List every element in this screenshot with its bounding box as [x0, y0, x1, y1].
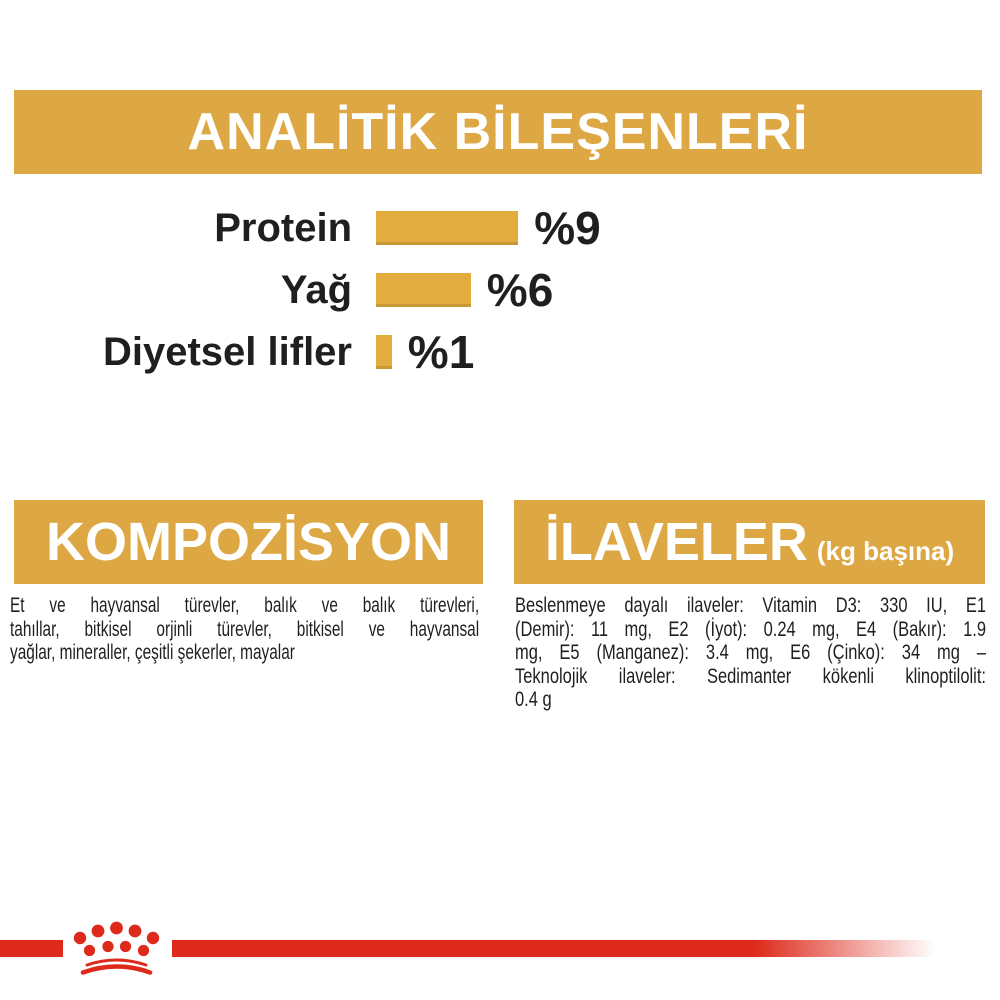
ilaveler-title: İLAVELER	[544, 512, 808, 572]
ilaveler-title-row: İLAVELER (kg başına)	[545, 511, 954, 573]
ilaveler-text-line: Teknolojik ilaveler: Sedimanter kökenli …	[515, 664, 986, 688]
chart-bar	[376, 273, 471, 307]
chart-value-label: %9	[534, 202, 601, 254]
chart-bar	[376, 335, 392, 369]
ilaveler-text-line: (Demir): 11 mg, E2 (İyot): 0.24 mg, E4 (…	[515, 617, 986, 641]
chart-value-label: %6	[486, 264, 554, 316]
kompozisyon-text-line: yağlar, mineraller, çeşitli şekerler, ma…	[10, 641, 295, 665]
royal-canin-crown-icon	[73, 921, 160, 975]
chart-row-diyetsel-lifler: Diyetsel lifler %1	[0, 326, 1000, 378]
ilaveler-text-line: mg, E5 (Manganez): 3.4 mg, E6 (Çinko): 3…	[515, 641, 986, 665]
chart-row-yag: Yağ %6	[0, 264, 1000, 316]
ilaveler-text-line: Beslenmeye dayalı ilaveler: Vitamin D3: …	[515, 594, 986, 617]
kompozisyon-text-line: tahıllar, bitkisel orjinli türevler, bit…	[10, 617, 480, 641]
nutrition-bar-chart: Protein %9 Yağ %6 Diyetsel lifler %1	[0, 202, 1000, 391]
kompozisyon-text: Et ve hayvansal türevler, balık ve balık…	[10, 594, 479, 665]
footer-red-rule	[0, 940, 1000, 957]
chart-category-label: Yağ	[280, 267, 352, 312]
chart-bar	[376, 211, 519, 245]
analytic-components-banner: ANALİTİK BİLEŞENLERİ	[14, 90, 982, 174]
chart-category-label: Diyetsel lifler	[102, 329, 352, 374]
chart-value-label: %1	[407, 326, 475, 378]
kompozisyon-banner: KOMPOZİSYON	[14, 500, 483, 584]
kompozisyon-title: KOMPOZİSYON	[45, 512, 452, 572]
chart-row-protein: Protein %9	[0, 202, 1000, 254]
ilaveler-banner: İLAVELER (kg başına)	[514, 500, 985, 584]
analytic-components-title: ANALİTİK BİLEŞENLERİ	[187, 103, 809, 161]
kompozisyon-text-line: Et ve hayvansal türevler, balık ve balık…	[10, 594, 480, 617]
ilaveler-text: Beslenmeye dayalı ilaveler: Vitamin D3: …	[515, 594, 986, 712]
ilaveler-text-line: 0.4 g	[515, 688, 552, 712]
chart-category-label: Protein	[214, 205, 352, 250]
ilaveler-subtitle: (kg başına)	[816, 536, 955, 566]
